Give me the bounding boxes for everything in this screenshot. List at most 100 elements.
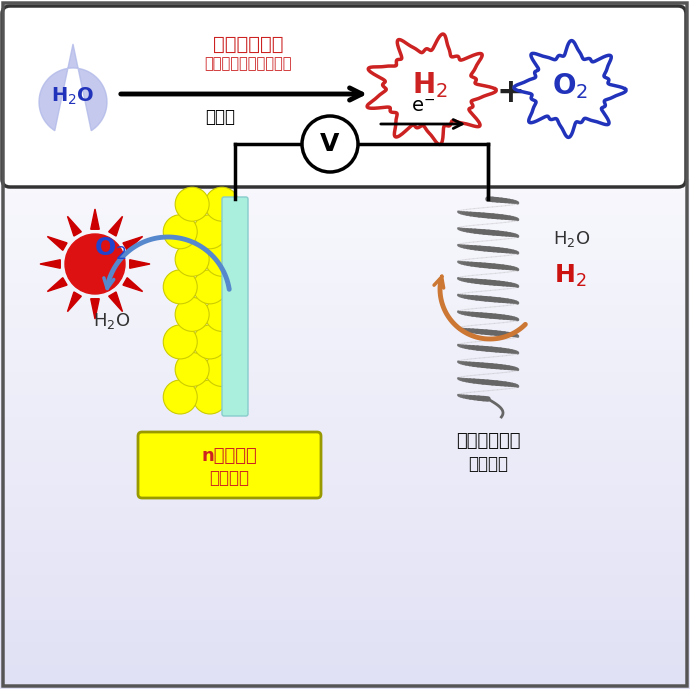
Bar [0,206,690,207]
Bar [0,543,690,544]
Bar [0,479,690,480]
Bar [0,682,690,683]
Bar [0,85,690,86]
Bar [0,310,690,311]
Bar [0,514,690,515]
Bar [0,201,690,202]
Bar [0,326,690,327]
Bar [0,406,690,407]
Bar [0,617,690,618]
Bar [0,196,690,197]
Bar [0,317,690,318]
Bar [0,3,690,4]
Bar [0,199,690,200]
Bar [0,117,690,118]
Bar [0,644,690,645]
Bar [0,468,690,469]
Bar [0,583,690,584]
Bar [0,681,690,682]
Bar [0,633,690,634]
Bar [0,414,690,415]
Bar [0,183,690,184]
Bar [0,637,690,638]
Bar [0,15,690,16]
Bar [0,478,690,479]
Bar [0,451,690,452]
Bar [0,396,690,397]
Bar [0,129,690,130]
Bar [0,77,690,78]
Bar [0,262,690,263]
Bar [0,233,690,234]
Bar [0,640,690,641]
Text: H$_2$O: H$_2$O [93,311,130,331]
Bar [0,332,690,333]
Bar [0,232,690,233]
Text: e$^{-}$: e$^{-}$ [411,96,435,116]
Bar [0,228,690,229]
Bar [0,534,690,535]
Bar [0,367,690,368]
Bar [0,557,690,558]
Bar [0,135,690,136]
Bar [0,19,690,20]
Circle shape [175,243,209,276]
Bar [0,125,690,126]
Bar [0,672,690,673]
Bar [0,611,690,612]
Bar [0,171,690,172]
Bar [0,172,690,173]
Bar [0,170,690,171]
Bar [0,658,690,659]
Bar [0,409,690,410]
Bar [0,516,690,517]
Bar [0,112,690,113]
Bar [0,14,690,15]
Bar [0,107,690,108]
Bar [0,319,690,320]
Bar [0,195,690,196]
Bar [0,116,690,117]
Bar [0,592,690,593]
Bar [0,282,690,283]
Bar [0,208,690,209]
Bar [0,544,690,545]
Bar [0,597,690,598]
Bar [0,618,690,619]
Text: O$_2$: O$_2$ [94,236,126,262]
Bar [0,431,690,432]
Bar [0,676,690,677]
Bar [0,458,690,459]
Bar [0,417,690,418]
Bar [0,362,690,363]
Bar [0,226,690,227]
Bar [0,371,690,372]
Bar [0,509,690,510]
Bar [0,487,690,488]
Bar [0,132,690,133]
Bar [0,475,690,476]
Bar [0,161,690,162]
Bar [0,436,690,437]
Bar [0,365,690,366]
Bar [0,102,690,103]
Polygon shape [514,41,626,137]
Bar [0,227,690,228]
Bar [0,587,690,588]
Polygon shape [48,236,67,250]
Bar [0,131,690,132]
Bar [0,562,690,563]
Bar [0,625,690,626]
Bar [0,76,690,77]
Bar [0,424,690,425]
Bar [0,59,690,60]
Bar [0,634,690,635]
FancyBboxPatch shape [222,197,248,416]
Bar [0,236,690,237]
Polygon shape [39,44,107,131]
Bar [0,272,690,273]
Bar [0,685,690,686]
Text: 光エネルギー: 光エネルギー [213,34,284,54]
Bar [0,168,690,169]
Bar [0,351,690,352]
